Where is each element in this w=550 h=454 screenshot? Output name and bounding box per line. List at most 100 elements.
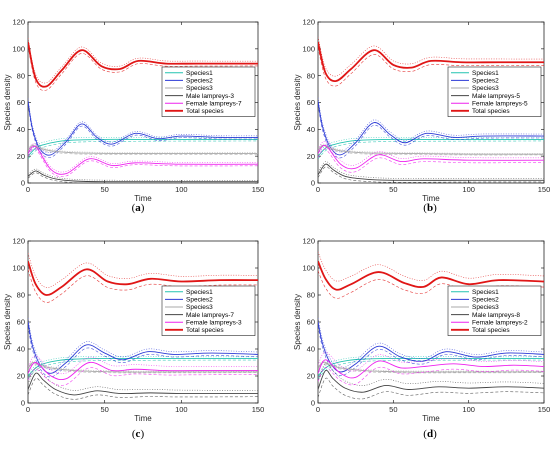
x-axis-title: Time: [422, 414, 440, 423]
y-tick-label: 0: [311, 399, 315, 408]
legend-box: [447, 285, 542, 336]
series-line-total: [28, 260, 258, 296]
series-line-male-variant-1: [28, 377, 258, 400]
series-line-male-variant-2: [28, 168, 258, 181]
series-line-species3: [318, 361, 544, 373]
legend-label: Species3: [472, 85, 499, 92]
series-line-total-variant-1: [318, 47, 544, 87]
panel-label-letter: d: [427, 428, 433, 440]
x-tick-label: 0: [316, 405, 320, 414]
panel-label-open: (: [132, 202, 136, 214]
x-tick-label: 150: [538, 405, 550, 414]
series-line-total-variant-1: [28, 269, 258, 303]
y-tick-label: 20: [307, 372, 315, 381]
x-tick-label: 100: [462, 185, 475, 194]
legend-label: Male lampreys-7: [186, 312, 234, 319]
series-line-species2-variant-2: [28, 317, 258, 370]
legend-label: Species3: [186, 85, 213, 92]
series-line-female: [28, 361, 258, 381]
series-line-species2: [318, 101, 544, 156]
x-tick-label: 150: [252, 405, 265, 414]
panel-label: (c): [132, 428, 145, 440]
series-line-species1-variant-1: [318, 140, 544, 160]
y-tick-label: 80: [17, 71, 25, 80]
series-line-male-variant-1: [28, 172, 258, 183]
x-axis-title: Time: [422, 194, 440, 203]
x-tick-label: 50: [100, 185, 108, 194]
x-tick-label: 50: [100, 405, 108, 414]
series-line-species1: [28, 357, 258, 377]
x-tick-label: 100: [175, 185, 188, 194]
x-tick-label: 0: [26, 405, 30, 414]
panel-label-letter: a: [135, 202, 141, 214]
panel-label-letter: b: [427, 202, 433, 214]
legend-box: [447, 66, 542, 117]
series-line-female: [318, 144, 544, 170]
series-line-female-variant-1: [28, 148, 258, 177]
series-line-total: [318, 41, 544, 83]
legend-label: Species1: [472, 289, 499, 296]
y-axis-title: Species density: [293, 74, 302, 130]
y-axis-title: Species density: [3, 74, 12, 130]
series-line-male-variant-2: [318, 362, 544, 386]
series-line-species3: [28, 144, 258, 154]
legend-label: Species2: [186, 78, 213, 85]
chart-panel-b: 0 20 40 60 80 100 120 0 50 100 150 Time Species dens…: [293, 18, 550, 214]
legend-label: Species3: [472, 304, 499, 311]
legend-label: Species1: [186, 70, 213, 77]
chart-panel-d: 0 20 40 60 80 100 120 0 50 100 150 Time Species dens…: [293, 237, 550, 440]
x-tick-label: 0: [316, 185, 320, 194]
series-line-species3: [28, 361, 258, 373]
y-tick-label: 100: [302, 44, 315, 53]
series-line-female-variant-2: [28, 143, 258, 173]
legend-label: Total species: [186, 108, 224, 115]
x-axis-title: Time: [134, 194, 152, 203]
y-tick-label: 40: [17, 345, 25, 354]
series-line-female-variant-1: [318, 148, 544, 173]
series-line-total-variant-2: [318, 36, 544, 77]
y-tick-label: 120: [12, 18, 25, 27]
y-tick-label: 60: [17, 98, 25, 107]
series-line-species2-variant-1: [28, 325, 258, 378]
y-tick-label: 40: [307, 345, 315, 354]
legend-label: Female lampreys-2: [472, 319, 528, 326]
series-line-male-variant-2: [318, 161, 544, 180]
y-axis-title: Species density: [3, 294, 12, 350]
panel-label-open: (: [132, 428, 136, 440]
series-line-male-variant-1: [318, 166, 544, 183]
panel-label-close: ): [433, 202, 437, 214]
series-line-species3-variant-2: [318, 360, 544, 372]
y-tick-label: 100: [12, 264, 25, 273]
panel-label: (b): [423, 202, 437, 214]
legend-label: Species1: [186, 289, 213, 296]
series-line-species1-variant-1: [28, 140, 258, 160]
panel-label-close: ): [140, 428, 144, 440]
x-axis-title: Time: [134, 414, 152, 423]
y-tick-label: 120: [12, 237, 25, 246]
legend-label: Species2: [472, 78, 499, 85]
series-line-female-variant-2: [28, 355, 258, 375]
y-tick-label: 40: [307, 125, 315, 134]
series-line-species1: [318, 357, 544, 377]
x-tick-label: 150: [252, 185, 265, 194]
series-line-species1-variant-1: [318, 359, 544, 379]
chart-panel-c: 0 20 40 60 80 100 120 0 50 100 150 Time Species dens…: [3, 237, 264, 440]
legend-label: Male lampreys-5: [472, 93, 520, 100]
panel-label: (d): [423, 428, 437, 440]
series-line-male: [318, 369, 544, 393]
y-tick-label: 60: [307, 318, 315, 327]
legend-label: Male lampreys-3: [186, 93, 234, 100]
y-tick-label: 80: [307, 71, 315, 80]
x-tick-label: 50: [389, 185, 397, 194]
y-tick-label: 100: [302, 264, 315, 273]
panel-label-letter: c: [136, 428, 141, 440]
legend-label: Female lampreys-7: [186, 100, 242, 107]
series-group: [28, 38, 258, 183]
series-line-species1-variant-2: [318, 137, 544, 154]
series-line-species2-variant-2: [318, 97, 544, 153]
series-line-species1-variant-2: [28, 356, 258, 374]
